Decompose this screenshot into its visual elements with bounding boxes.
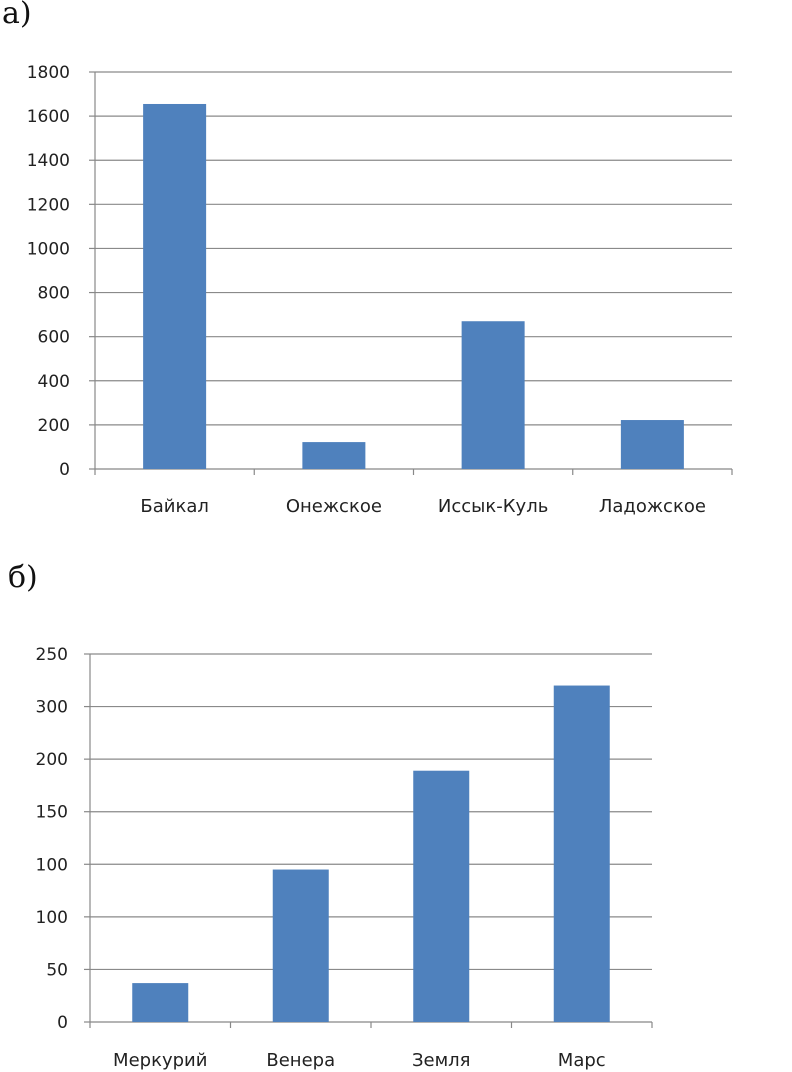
y-tick-label: 100: [36, 855, 68, 875]
y-tick-label: 300: [36, 698, 68, 718]
panel-label-a: а): [2, 0, 32, 31]
bar-1: [143, 103, 207, 469]
y-tick-label: 0: [57, 1013, 68, 1033]
y-tick-label: 1200: [27, 195, 70, 215]
y-tick-label: 1400: [27, 151, 70, 171]
y-tick-label: 100: [36, 908, 68, 928]
x-category-label: Иссык-Куль: [438, 496, 548, 517]
x-category-label: Ладожское: [599, 496, 706, 517]
bar-3: [413, 770, 470, 1022]
y-tick-label: 200: [36, 750, 68, 770]
x-category-label: Марс: [558, 1050, 606, 1071]
y-tick-label: 400: [38, 372, 70, 392]
x-category-label: Земля: [412, 1050, 471, 1071]
y-tick-label: 1800: [27, 63, 70, 83]
bar-4: [553, 685, 610, 1022]
bar-4: [620, 420, 684, 469]
y-tick-label: 600: [38, 328, 70, 348]
x-category-label: Меркурий: [113, 1050, 207, 1071]
y-tick-label: 50: [46, 960, 68, 980]
bar-2: [272, 869, 329, 1022]
y-tick-label: 150: [36, 803, 68, 823]
bar-2: [302, 442, 366, 469]
x-category-label: Онежское: [286, 496, 382, 517]
bar-1: [132, 983, 189, 1022]
y-tick-label: 250: [36, 645, 68, 665]
y-tick-label: 800: [38, 284, 70, 304]
y-tick-label: 1600: [27, 107, 70, 127]
panel-label-b: б): [8, 560, 38, 595]
x-category-label: Байкал: [140, 496, 208, 517]
y-tick-label: 0: [59, 460, 70, 480]
x-category-label: Венера: [266, 1050, 335, 1071]
y-tick-label: 200: [38, 416, 70, 436]
y-tick-label: 1000: [27, 239, 70, 259]
bar-3: [461, 321, 525, 469]
